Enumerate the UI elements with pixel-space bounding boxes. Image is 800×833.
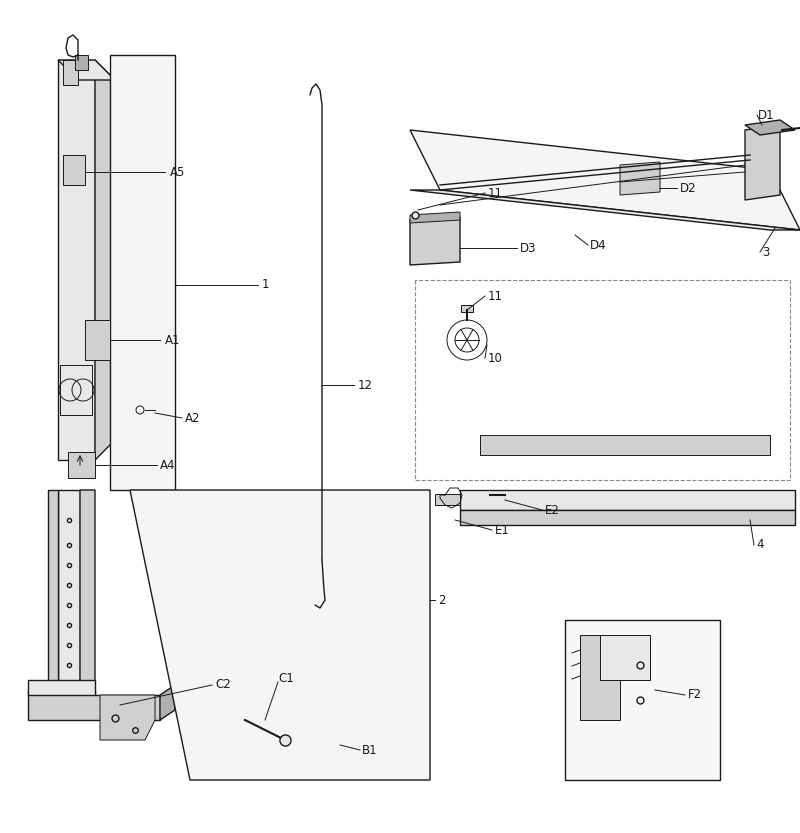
Polygon shape xyxy=(480,435,770,455)
Polygon shape xyxy=(410,130,800,230)
Polygon shape xyxy=(461,305,473,312)
Polygon shape xyxy=(745,125,780,200)
Polygon shape xyxy=(28,680,95,695)
Polygon shape xyxy=(460,490,795,510)
Polygon shape xyxy=(565,620,720,780)
Text: 1: 1 xyxy=(262,278,270,292)
Text: D3: D3 xyxy=(520,242,537,255)
Polygon shape xyxy=(75,55,88,70)
Text: 11: 11 xyxy=(488,187,503,199)
Text: F2: F2 xyxy=(688,689,702,701)
Polygon shape xyxy=(28,690,160,720)
Polygon shape xyxy=(80,490,95,695)
Text: 11: 11 xyxy=(488,290,503,302)
Polygon shape xyxy=(95,60,115,460)
Polygon shape xyxy=(130,490,430,780)
Text: 12: 12 xyxy=(358,378,373,392)
Polygon shape xyxy=(68,452,95,478)
Polygon shape xyxy=(745,120,795,135)
Polygon shape xyxy=(160,685,175,720)
Polygon shape xyxy=(410,217,460,265)
Text: 2: 2 xyxy=(438,593,446,606)
Polygon shape xyxy=(63,155,85,185)
Polygon shape xyxy=(85,320,110,360)
Text: A1: A1 xyxy=(165,333,181,347)
Text: D1: D1 xyxy=(758,108,774,122)
Text: B1: B1 xyxy=(362,744,378,756)
Polygon shape xyxy=(435,494,460,505)
Text: D4: D4 xyxy=(590,238,606,252)
Text: D2: D2 xyxy=(680,182,697,194)
Polygon shape xyxy=(58,490,80,695)
Polygon shape xyxy=(60,365,92,415)
Polygon shape xyxy=(100,695,155,740)
Text: 10: 10 xyxy=(488,352,503,365)
Polygon shape xyxy=(580,635,620,720)
Polygon shape xyxy=(460,510,795,525)
Text: E2: E2 xyxy=(545,503,560,516)
Text: A5: A5 xyxy=(170,166,186,178)
Text: C2: C2 xyxy=(215,679,230,691)
Polygon shape xyxy=(620,162,660,195)
Polygon shape xyxy=(110,55,175,490)
Text: A4: A4 xyxy=(160,458,175,471)
Polygon shape xyxy=(48,490,58,695)
Polygon shape xyxy=(410,190,800,230)
Text: A2: A2 xyxy=(185,412,201,425)
Text: E1: E1 xyxy=(495,523,510,536)
Polygon shape xyxy=(63,60,78,85)
Text: 4: 4 xyxy=(756,538,763,551)
Polygon shape xyxy=(410,212,460,223)
Polygon shape xyxy=(600,635,650,680)
Text: C1: C1 xyxy=(278,671,294,685)
Text: 3: 3 xyxy=(762,246,770,258)
Polygon shape xyxy=(58,60,115,80)
Polygon shape xyxy=(58,60,95,460)
